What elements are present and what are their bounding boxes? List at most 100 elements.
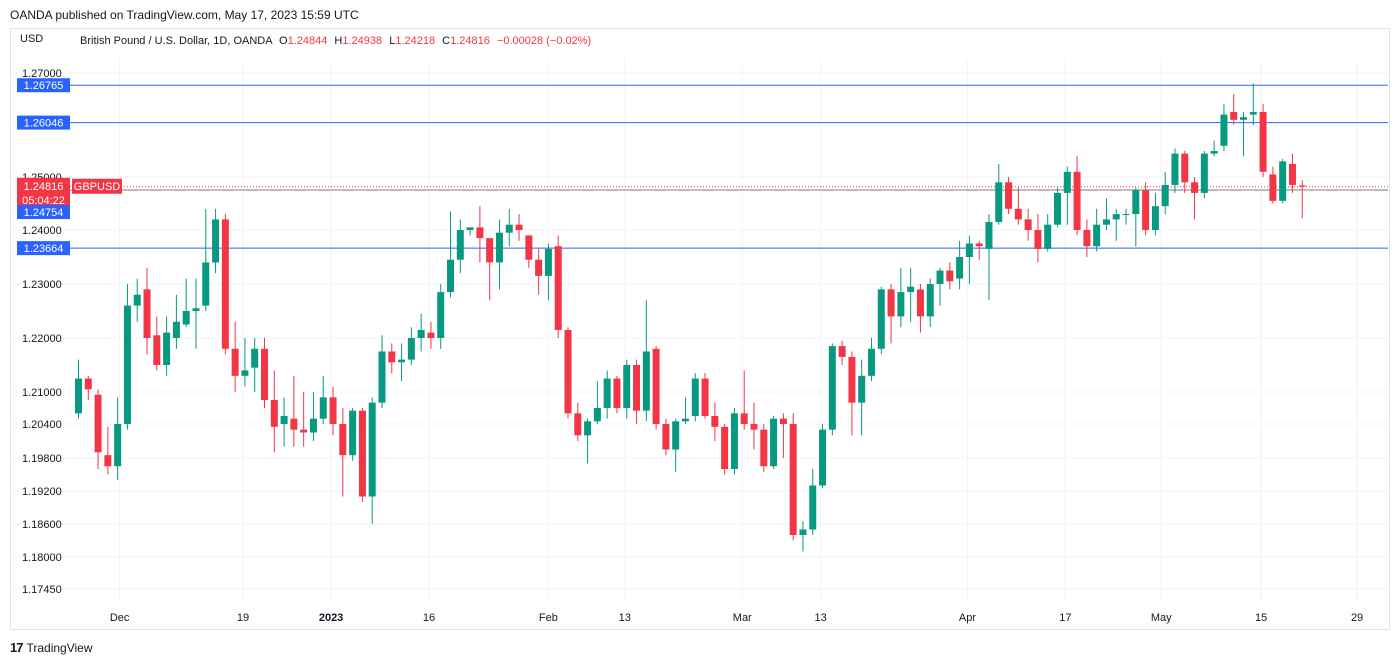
candle-up: [349, 410, 357, 456]
candle-up: [495, 232, 503, 263]
candle-up: [730, 413, 738, 469]
candle-up: [681, 418, 689, 422]
candle-up: [163, 332, 171, 365]
level-price-label: 1.26046: [24, 118, 64, 130]
candle-down: [329, 397, 337, 424]
candle-up: [1132, 190, 1140, 215]
candle-down: [270, 400, 278, 427]
level-price-tag: [17, 115, 70, 130]
candle-down: [486, 238, 494, 263]
candle-up: [926, 284, 934, 317]
close-value: 1.24816: [450, 35, 490, 47]
x-tick-label: 2023: [319, 612, 343, 624]
candle-up: [437, 292, 445, 338]
ohlc-legend: British Pound / U.S. Dollar, 1D, OANDA O…: [80, 35, 591, 47]
candle-down: [750, 424, 758, 430]
candle-up: [965, 243, 973, 257]
candle-up: [1151, 206, 1159, 230]
y-tick-label: 1.19200: [22, 486, 62, 498]
candle-up: [398, 359, 406, 363]
candle-up: [809, 485, 817, 530]
candle-down: [1269, 174, 1277, 201]
candle-up: [123, 305, 131, 424]
candle-down: [1014, 208, 1022, 220]
tradingview-brand: TradingView: [26, 640, 93, 655]
y-tick-label: 1.22000: [22, 333, 62, 345]
candle-down: [633, 365, 641, 411]
candle-up: [956, 257, 964, 279]
candle-down: [525, 235, 533, 260]
candle-up: [1210, 151, 1218, 154]
candle-down: [1073, 171, 1081, 230]
candle-down: [564, 329, 572, 414]
candle-up: [447, 259, 455, 293]
y-tick-label: 1.21000: [22, 387, 62, 399]
candle-up: [603, 378, 611, 408]
candle-down: [515, 224, 523, 230]
candle-down: [946, 270, 954, 282]
candle-up: [280, 416, 288, 424]
candle-down: [662, 424, 670, 450]
publish-info: OANDA published on TradingView.com, May …: [10, 8, 359, 22]
x-tick-label: 29: [1351, 612, 1363, 624]
candle-up: [1249, 112, 1257, 115]
y-tick-label: 1.27000: [22, 68, 62, 80]
candle-down: [848, 356, 856, 403]
symbol-name: British Pound / U.S. Dollar, 1D, OANDA: [80, 35, 272, 47]
candle-down: [358, 410, 366, 497]
close-label: C: [442, 35, 451, 47]
candle-up: [995, 182, 1003, 223]
x-tick-label: 13: [814, 612, 826, 624]
candle-down: [1191, 182, 1199, 193]
candle-up: [309, 418, 317, 433]
last-price-label: 1.24816: [24, 181, 64, 193]
x-tick-label: Feb: [539, 612, 558, 624]
candle-up: [319, 397, 327, 419]
candle-down: [1259, 112, 1267, 172]
x-tick-label: Mar: [733, 612, 752, 624]
candle-up: [1102, 219, 1110, 225]
candle-down: [84, 378, 92, 390]
candle-up: [466, 227, 474, 230]
x-tick-label: 15: [1255, 612, 1267, 624]
candle-up: [867, 348, 875, 376]
aux-price-tag: [17, 205, 70, 220]
candle-up: [407, 338, 415, 360]
candle-up: [858, 375, 866, 403]
candle-down: [838, 346, 846, 357]
level-price-label: 1.26765: [24, 80, 64, 92]
y-tick-label: 1.20400: [22, 419, 62, 431]
candle-down: [388, 351, 396, 363]
candle-down: [143, 289, 151, 338]
candle-up: [877, 289, 885, 349]
candle-down: [1083, 230, 1091, 247]
y-tick-label: 1.18000: [22, 552, 62, 564]
y-tick-label: 1.19800: [22, 453, 62, 465]
candle-up: [1200, 153, 1208, 193]
candle-down: [1230, 112, 1238, 120]
candle-up: [417, 329, 425, 338]
candle-down: [1142, 190, 1150, 230]
candle-down: [554, 246, 562, 330]
candle-down: [1024, 219, 1032, 230]
open-value: 1.24844: [287, 35, 328, 47]
candle-up: [133, 294, 141, 306]
currency-label: USD: [20, 33, 44, 45]
candle-up: [623, 365, 631, 408]
candle-down: [261, 348, 269, 400]
x-tick-label: 19: [237, 612, 249, 624]
candle-up: [212, 219, 220, 263]
level-price-tag: [17, 78, 70, 93]
candle-up: [1044, 224, 1052, 249]
candle-down: [339, 424, 347, 456]
candle-up: [770, 418, 778, 467]
candle-down: [701, 378, 709, 416]
candle-down: [153, 335, 161, 365]
candle-up: [1063, 171, 1071, 193]
candle-up: [593, 408, 601, 422]
x-tick-label: 16: [423, 612, 435, 624]
candle-down: [721, 426, 729, 469]
tradingview-logo[interactable]: 17 TradingView: [10, 640, 93, 655]
candle-up: [828, 346, 836, 430]
